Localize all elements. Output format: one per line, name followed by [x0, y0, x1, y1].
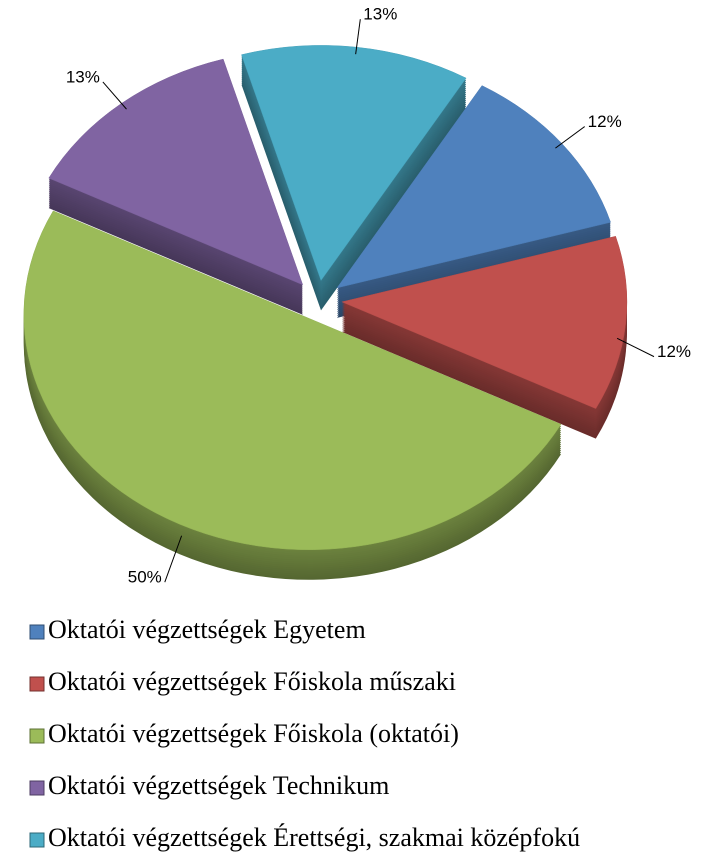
legend-swatch	[29, 676, 45, 692]
leader-line	[164, 535, 183, 583]
legend-label: Oktatói végzettségek Főiskola műszaki	[48, 667, 456, 696]
legend-label: Oktatói végzettségek Technikum	[48, 771, 389, 800]
slice	[336, 85, 611, 289]
data-label: 12%	[588, 112, 622, 131]
slice	[23, 210, 562, 550]
leader-line	[555, 126, 585, 149]
leader-line	[616, 337, 655, 358]
data-label: 13%	[363, 5, 397, 24]
legend-label: Oktatói végzettségek Érettségi, szakmai …	[48, 823, 580, 852]
data-label: 13%	[66, 67, 100, 86]
leader-line	[102, 81, 127, 110]
legend-swatch	[29, 624, 45, 640]
legend-swatch	[29, 728, 45, 744]
data-label: 50%	[128, 568, 162, 587]
legend-swatch	[29, 780, 45, 796]
data-label: 12%	[657, 342, 691, 361]
legend-label: Oktatói végzettségek Egyetem	[48, 615, 366, 644]
leader-line	[355, 19, 361, 55]
slice	[341, 236, 628, 409]
legend-label: Oktatói végzettségek Főiskola (oktatói)	[48, 719, 459, 748]
slice	[48, 58, 304, 286]
legend-swatch	[29, 832, 45, 848]
